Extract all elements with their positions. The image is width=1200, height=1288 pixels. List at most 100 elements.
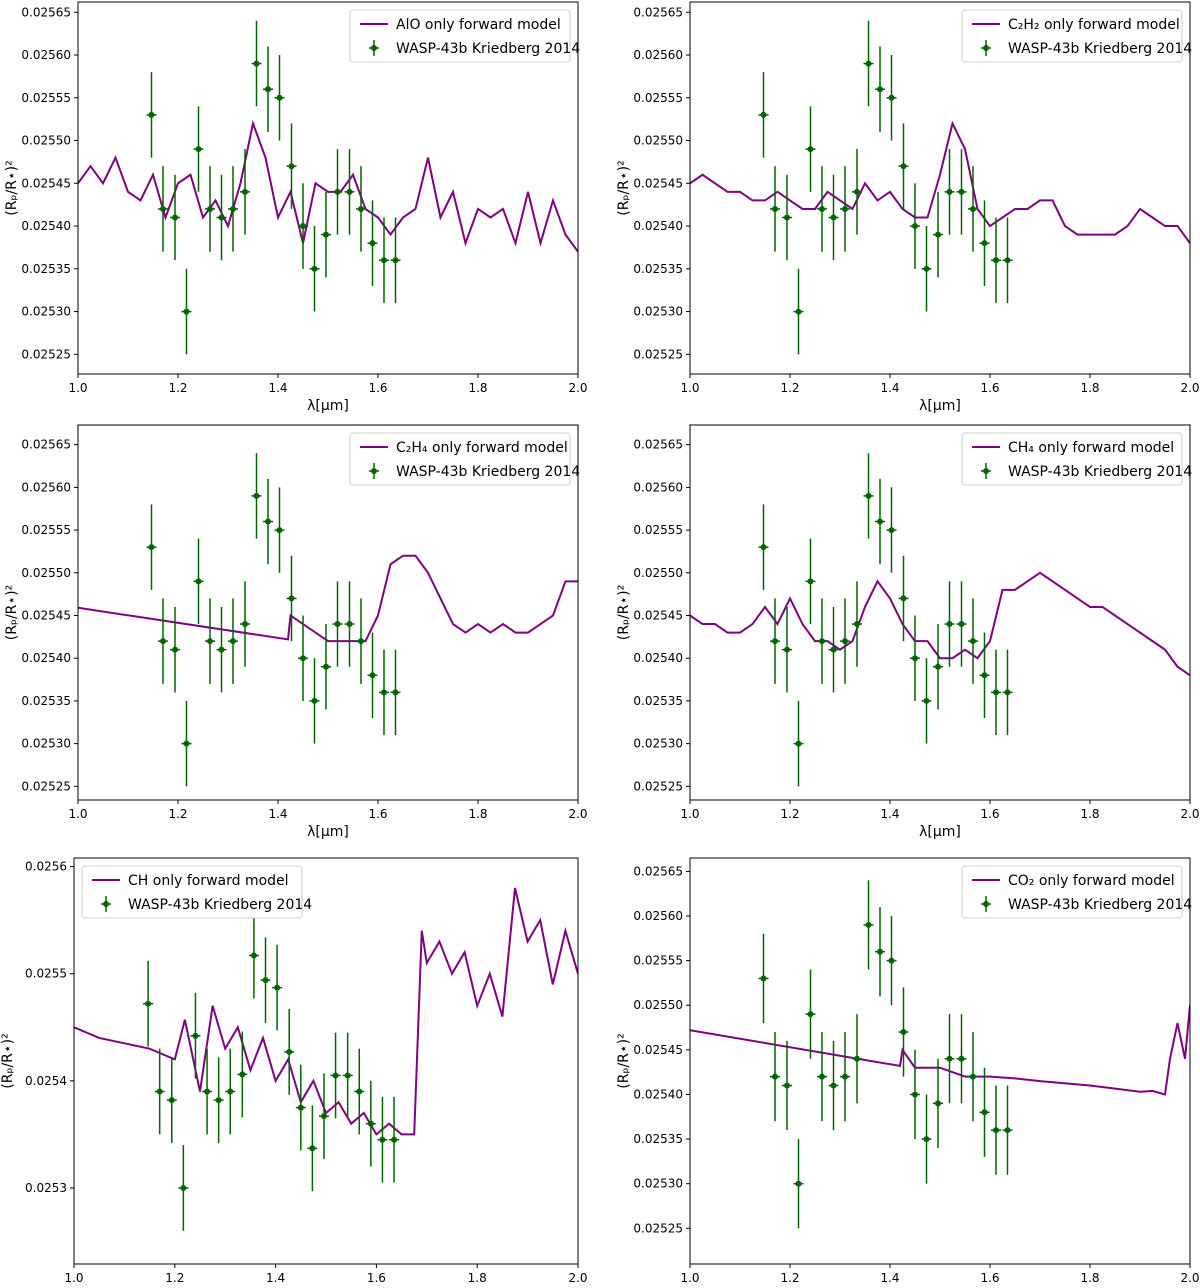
data-point	[204, 1088, 211, 1095]
y-tick-label: 0.0254	[25, 1074, 67, 1088]
legend-marker	[983, 45, 989, 51]
data-point	[356, 1088, 363, 1095]
data-point	[888, 94, 895, 101]
data-point	[160, 205, 166, 212]
data-point	[320, 1113, 327, 1120]
x-tick-label: 1.6	[980, 807, 999, 821]
data-point	[288, 163, 295, 170]
y-tick-label: 0.02530	[21, 305, 71, 319]
data-point	[842, 638, 848, 645]
data-point	[195, 578, 202, 585]
x-tick-label: 2.0	[568, 1271, 587, 1285]
data-point	[195, 146, 202, 153]
chart-panel: 1.0 1.2 1.4 1.6 1.8 2.0 0.02525 0.02530 0.02535 0…	[4, 424, 588, 840]
model-line	[690, 1005, 1190, 1096]
data-point	[242, 188, 248, 195]
data-point	[323, 663, 329, 670]
data-point	[172, 646, 178, 653]
x-tick-label: 2.0	[568, 807, 587, 821]
data-point	[865, 60, 872, 67]
data-point	[830, 1082, 837, 1089]
data-point	[946, 188, 953, 195]
data-point	[760, 111, 767, 118]
data-point	[253, 60, 260, 67]
data-point	[369, 240, 376, 247]
x-tick-label: 1.6	[368, 807, 387, 821]
y-tick-label: 0.02550	[21, 134, 71, 148]
data-point	[946, 1055, 953, 1062]
y-axis-label: (Rₚ/R⋆)²	[4, 585, 20, 640]
x-tick-label: 1.2	[165, 1271, 184, 1285]
x-tick-label: 2.0	[1180, 381, 1199, 395]
data-point	[784, 646, 790, 653]
y-tick-label: 0.02565	[21, 5, 71, 19]
axes-frame	[77, 424, 579, 801]
data-point	[242, 621, 248, 628]
data-point	[332, 1072, 339, 1079]
x-tick-label: 1.2	[780, 1271, 799, 1285]
legend-box	[961, 432, 1183, 486]
x-tick-label: 1.6	[980, 381, 999, 395]
y-tick-label: 0.02540	[633, 219, 683, 233]
data-point	[392, 689, 399, 696]
data-point	[795, 1180, 802, 1187]
data-point	[970, 205, 976, 212]
legend-marker	[371, 468, 377, 474]
x-tick-label: 2.0	[568, 381, 587, 395]
x-tick-label: 1.0	[68, 381, 87, 395]
axes-frame	[689, 424, 1191, 801]
data-point	[993, 1127, 999, 1134]
x-tick-label: 1.8	[468, 1271, 487, 1285]
data-point	[795, 308, 802, 315]
chart-panel: 1.0 1.2 1.4 1.6 1.8 2.0 0.0253 0.0254 0.0255 0.02…	[0, 857, 588, 1285]
y-tick-label: 0.02530	[21, 737, 71, 751]
data-point	[334, 621, 341, 628]
data-point	[218, 214, 225, 221]
x-tick-label: 1.6	[368, 381, 387, 395]
legend-label: WASP-43b Kriedberg 2014	[1008, 41, 1192, 57]
data-point	[230, 638, 236, 645]
plot-area	[690, 20, 1190, 355]
legend-box	[349, 9, 571, 63]
data-point	[900, 1029, 907, 1035]
data-point	[183, 740, 190, 747]
x-tick-label: 1.2	[780, 381, 799, 395]
x-tick-label: 1.6	[367, 1271, 386, 1285]
legend-label: C₂H₄ only forward model	[396, 440, 568, 456]
data-point	[807, 146, 814, 153]
x-tick-label: 1.4	[880, 1271, 899, 1285]
y-tick-label: 0.02525	[633, 779, 683, 793]
model-line	[78, 119, 578, 253]
plot-area	[74, 887, 578, 1231]
y-tick-label: 0.02560	[21, 48, 71, 62]
axes-frame	[73, 857, 579, 1265]
data-point	[346, 621, 353, 628]
axes-frame	[77, 1, 579, 375]
y-tick-label: 0.02535	[633, 694, 683, 708]
x-tick-label: 1.6	[980, 1271, 999, 1285]
chart-panel: 1.0 1.2 1.4 1.6 1.8 2.0 0.02525 0.02530 0.02535 0…	[616, 424, 1200, 840]
data-point	[346, 188, 353, 195]
model-line	[690, 120, 1190, 244]
data-point	[819, 205, 825, 212]
y-tick-label: 0.02535	[633, 1132, 683, 1146]
data-point	[311, 265, 318, 272]
data-point	[288, 595, 295, 602]
legend-marker	[983, 901, 989, 907]
legend-label: WASP-43b Kriedberg 2014	[396, 41, 580, 57]
data-point	[239, 1071, 246, 1078]
y-tick-label: 0.02560	[21, 480, 71, 494]
data-point	[772, 205, 778, 212]
data-point	[379, 1136, 386, 1143]
data-point	[311, 697, 318, 704]
data-point	[935, 663, 941, 670]
data-point	[160, 638, 166, 645]
plot-area	[690, 453, 1190, 787]
data-point	[381, 257, 387, 264]
data-point	[323, 231, 329, 238]
x-tick-label: 1.8	[468, 381, 487, 395]
data-point	[309, 1145, 316, 1152]
data-point	[970, 1073, 976, 1080]
data-point	[300, 223, 306, 230]
y-tick-label: 0.02545	[21, 608, 71, 622]
